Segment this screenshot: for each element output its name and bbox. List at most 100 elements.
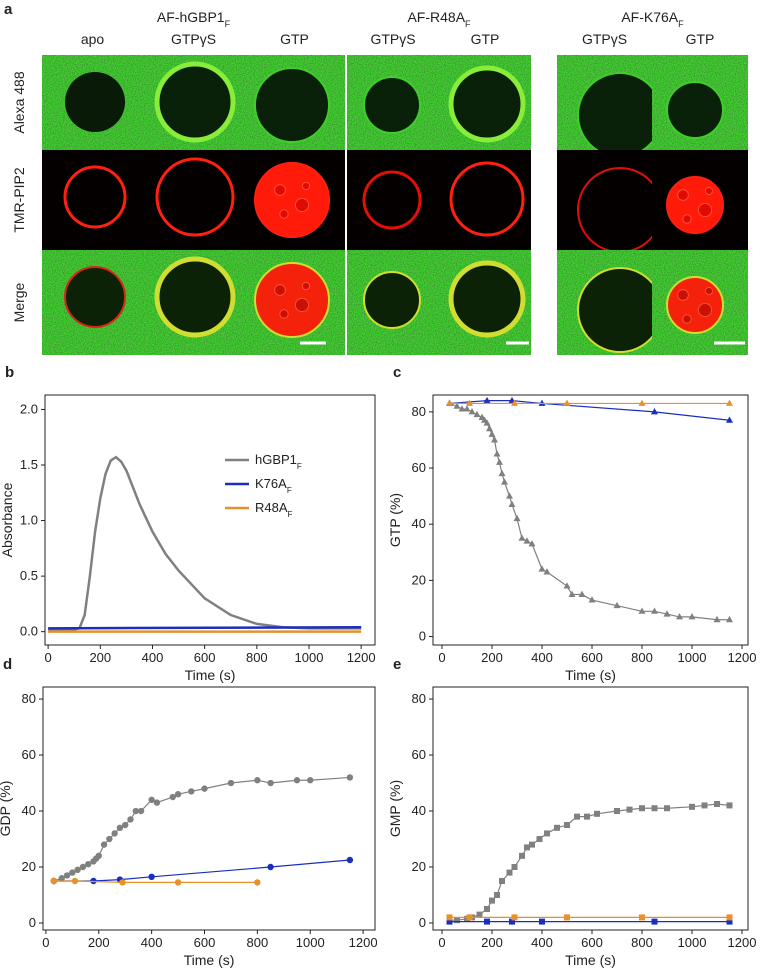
hole [704,186,714,196]
x-axis-label: Time (s) [565,952,616,968]
marker [511,864,518,871]
x-axis-label: Time (s) [565,667,616,683]
marker [496,458,503,465]
vesicle [363,76,421,134]
marker [174,791,182,798]
hole [677,189,689,201]
x-tick-label: 400 [141,935,163,950]
hole [697,302,713,318]
marker [95,852,102,860]
legend-name: R48A [255,500,288,515]
marker [574,813,580,820]
y-tick-label: 60 [22,747,36,762]
hole [697,202,713,218]
group-title-text: AF-hGBP1 [157,9,225,25]
marker [148,873,155,881]
marker [614,808,620,815]
legend-label: K76AF [255,476,292,495]
hole [704,286,714,296]
marker [726,399,733,406]
marker [122,821,129,829]
legend-sub: F [297,462,302,471]
vesicle [63,165,127,229]
marker [568,590,576,597]
x-tick-label: 800 [631,935,653,950]
x-tick-label: 600 [194,650,216,665]
marker [511,399,518,406]
x-tick-label: 600 [194,935,216,950]
x-tick-label: 400 [531,935,553,950]
y-tick-label: 80 [412,404,426,419]
marker [501,478,508,485]
marker [536,836,543,843]
column-label: GTPγS [171,31,216,47]
image-bg [42,150,143,250]
x-tick-label: 0 [438,935,445,950]
vesicle [666,81,724,139]
marker [484,918,490,925]
y-tick-label: 40 [22,803,36,818]
marker [506,492,513,499]
marker [726,615,733,623]
marker [69,869,76,876]
y-tick-label: 0 [419,915,426,930]
marker [293,777,301,784]
marker [544,830,550,837]
marker [539,918,545,925]
marker [639,914,645,921]
x-tick-label: 1000 [296,935,325,950]
marker [111,830,118,837]
x-tick-label: 800 [631,650,653,665]
hole [274,284,286,296]
series-line [53,776,350,882]
marker [446,918,453,925]
marker [254,879,261,886]
marker [726,802,733,809]
image-bg [557,150,652,250]
marker [488,430,496,437]
marker [254,777,261,784]
marker [227,779,235,787]
marker [594,810,600,817]
y-tick-label: 40 [412,516,426,531]
marker [476,911,483,918]
column-label: GTP [686,31,715,47]
marker [106,835,113,843]
marker [663,610,671,617]
marker [713,615,721,623]
plot-frame [44,394,376,646]
micrographs [42,55,748,355]
marker [473,410,481,418]
marker [119,879,126,886]
column-label: GTPγS [582,31,627,47]
marker [483,396,491,404]
marker [127,816,134,823]
x-tick-label: 0 [42,935,49,950]
marker [538,565,546,572]
x-tick-label: 200 [89,650,111,665]
group-title-text: AF-R48A [407,9,465,25]
vesicle [666,276,724,334]
marker [714,801,720,808]
y-tick-label: 80 [22,691,36,706]
vesicle [448,260,526,338]
marker [511,914,518,921]
y-tick-label: 20 [412,572,426,587]
marker [463,405,471,412]
x-tick-label: 200 [481,935,503,950]
vesicle [254,162,330,238]
marker [638,607,646,614]
marker [169,793,176,801]
vesicle [154,61,236,143]
x-axis-label: Time (s) [184,952,235,968]
marker [486,424,493,432]
x-tick-label: 400 [531,650,553,665]
x-tick-label: 800 [247,935,269,950]
legend-label: R48AF [255,500,293,519]
marker [493,450,501,457]
image-bg [439,150,531,250]
marker [483,419,491,426]
marker [137,807,145,815]
marker [578,590,586,597]
y-tick-label: 40 [412,803,426,818]
